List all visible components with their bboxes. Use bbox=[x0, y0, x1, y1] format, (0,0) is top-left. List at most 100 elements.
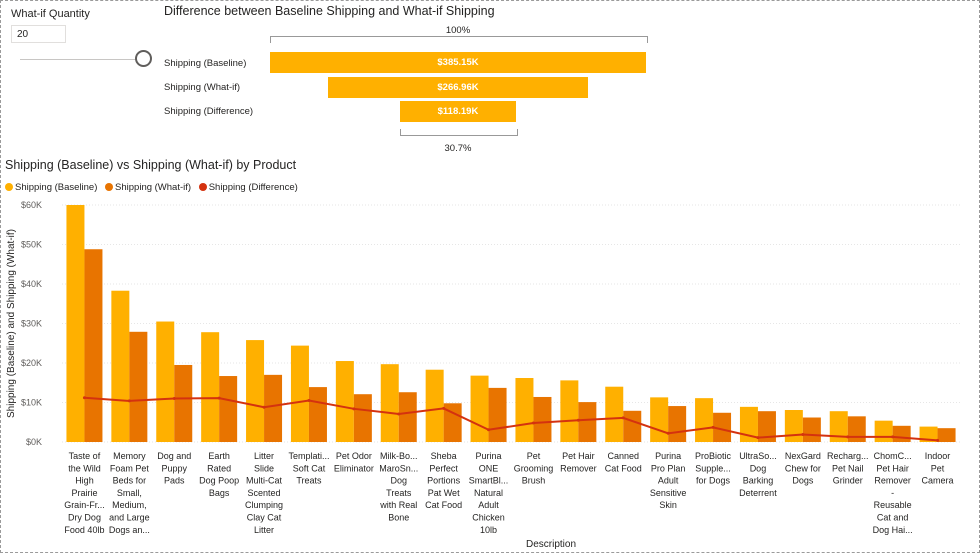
point-difference[interactable] bbox=[846, 435, 850, 439]
x-tick-label: Litter Slide Multi-Cat Scented Clumping Clay … bbox=[245, 451, 283, 535]
x-tick-label: NexGard Chew for Dogs bbox=[785, 451, 821, 486]
bar-baseline[interactable] bbox=[246, 340, 265, 442]
bar-baseline[interactable] bbox=[919, 426, 938, 442]
point-difference[interactable] bbox=[801, 432, 805, 436]
bar-whatif[interactable] bbox=[174, 364, 193, 442]
chart-title: Shipping (Baseline) vs Shipping (What-if… bbox=[5, 158, 297, 172]
point-difference[interactable] bbox=[666, 431, 670, 435]
bar-whatif[interactable] bbox=[533, 396, 552, 442]
legend-difference[interactable]: Shipping (Difference) bbox=[198, 182, 298, 193]
bar-whatif[interactable] bbox=[84, 249, 103, 442]
bar-whatif[interactable] bbox=[353, 394, 372, 442]
y-tick-label: $20K bbox=[21, 358, 42, 368]
funnel-bottom-bracket bbox=[400, 129, 518, 136]
bar-whatif[interactable] bbox=[398, 392, 417, 442]
bar-baseline[interactable] bbox=[425, 369, 444, 442]
bar-whatif[interactable] bbox=[219, 376, 238, 442]
point-difference[interactable] bbox=[172, 397, 176, 401]
point-difference[interactable] bbox=[262, 405, 266, 409]
funnel-label-whatif: Shipping (What-if) bbox=[164, 82, 241, 93]
bar-baseline[interactable] bbox=[874, 420, 893, 442]
x-tick-label: UltraSo... Dog Barking Deterrent bbox=[739, 451, 777, 498]
x-tick-label: Recharg... Pet Nail Grinder bbox=[827, 451, 869, 486]
legend-whatif[interactable]: Shipping (What-if) bbox=[105, 182, 191, 193]
point-difference[interactable] bbox=[621, 416, 625, 420]
point-difference[interactable] bbox=[442, 406, 446, 410]
whatif-slider-thumb[interactable] bbox=[135, 50, 152, 67]
funnel-label-difference: Shipping (Difference) bbox=[164, 106, 254, 117]
bar-baseline[interactable] bbox=[605, 386, 624, 442]
bar-whatif[interactable] bbox=[308, 387, 327, 442]
legend-baseline-marker bbox=[5, 183, 13, 191]
chart-legend: Shipping (Baseline) Shipping (What-if) S… bbox=[5, 182, 303, 193]
y-tick-label: $0K bbox=[26, 437, 42, 447]
bar-baseline[interactable] bbox=[66, 205, 85, 442]
bar-whatif[interactable] bbox=[129, 331, 148, 442]
point-difference[interactable] bbox=[891, 435, 895, 439]
bar-baseline[interactable] bbox=[560, 380, 579, 442]
point-difference[interactable] bbox=[576, 418, 580, 422]
bar-baseline[interactable] bbox=[650, 397, 669, 442]
legend-baseline[interactable]: Shipping (Baseline) bbox=[5, 182, 97, 193]
point-difference[interactable] bbox=[756, 436, 760, 440]
y-tick-label: $40K bbox=[21, 279, 42, 289]
x-tick-label: Pet Hair Remover bbox=[560, 451, 597, 473]
funnel-label-baseline: Shipping (Baseline) bbox=[164, 58, 247, 69]
point-difference[interactable] bbox=[936, 438, 940, 442]
point-difference[interactable] bbox=[531, 421, 535, 425]
x-tick-label: Canned Cat Food bbox=[605, 451, 642, 473]
point-difference[interactable] bbox=[397, 412, 401, 416]
bar-baseline[interactable] bbox=[380, 364, 399, 442]
y-tick-label: $50K bbox=[21, 240, 42, 250]
bar-baseline[interactable] bbox=[111, 290, 130, 442]
bar-baseline[interactable] bbox=[470, 375, 489, 442]
y-tick-label: $60K bbox=[21, 200, 42, 210]
funnel-bar-difference[interactable]: $118.19K bbox=[400, 101, 516, 122]
bar-whatif[interactable] bbox=[713, 412, 732, 442]
x-tick-label: Purina Pro Plan Adult Sensitive Skin bbox=[650, 451, 687, 510]
bar-baseline[interactable] bbox=[290, 345, 309, 442]
legend-baseline-label: Shipping (Baseline) bbox=[15, 182, 98, 193]
x-tick-label: ChomC... Pet Hair Remover -Reusable Cat and D… bbox=[873, 451, 913, 535]
funnel-top-percent: 100% bbox=[445, 25, 471, 36]
bar-whatif[interactable] bbox=[802, 417, 821, 442]
point-difference[interactable] bbox=[487, 428, 491, 432]
point-difference[interactable] bbox=[127, 399, 131, 403]
bar-whatif[interactable] bbox=[668, 406, 687, 442]
bar-whatif[interactable] bbox=[892, 425, 911, 442]
point-difference[interactable] bbox=[307, 399, 311, 403]
bar-whatif[interactable] bbox=[623, 410, 642, 442]
funnel-bar-baseline[interactable]: $385.15K bbox=[270, 52, 646, 73]
bar-baseline[interactable] bbox=[201, 332, 220, 442]
bar-baseline[interactable] bbox=[515, 378, 534, 442]
bar-whatif[interactable] bbox=[757, 411, 776, 442]
point-difference[interactable] bbox=[352, 407, 356, 411]
whatif-quantity-input[interactable]: 20 bbox=[11, 25, 66, 43]
bar-whatif[interactable] bbox=[578, 402, 597, 442]
y-tick-label: $10K bbox=[21, 398, 42, 408]
x-tick-label: Earth Rated Dog Poop Bags bbox=[199, 451, 239, 498]
legend-difference-marker bbox=[198, 183, 207, 191]
bar-whatif[interactable] bbox=[488, 387, 507, 442]
funnel-title: Difference between Baseline Shipping and… bbox=[164, 4, 495, 18]
point-difference[interactable] bbox=[711, 425, 715, 429]
bar-baseline[interactable] bbox=[739, 406, 758, 442]
funnel-top-bracket bbox=[270, 36, 648, 43]
bar-baseline[interactable] bbox=[335, 361, 354, 442]
x-tick-label: Memory Foam Pet Beds for Small, Medium, and L… bbox=[109, 451, 150, 535]
whatif-title: What-if Quantity bbox=[11, 8, 90, 20]
funnel-bar-whatif[interactable]: $266.96K bbox=[327, 77, 589, 98]
bar-whatif[interactable] bbox=[937, 428, 956, 442]
bar-baseline[interactable] bbox=[156, 321, 175, 442]
bar-baseline[interactable] bbox=[829, 411, 848, 442]
line-difference[interactable] bbox=[84, 396, 938, 442]
bar-whatif[interactable] bbox=[443, 403, 462, 442]
bar-whatif[interactable] bbox=[847, 416, 866, 442]
bar-baseline[interactable] bbox=[784, 410, 803, 442]
combo-chart: $0K $10K $20K $30K $40K $50K $60K Shipping (Bas… bbox=[6, 200, 960, 550]
point-difference[interactable] bbox=[217, 396, 221, 400]
whatif-slider-track[interactable] bbox=[20, 59, 140, 60]
bar-whatif[interactable] bbox=[264, 374, 283, 442]
bar-baseline[interactable] bbox=[695, 398, 714, 442]
point-difference[interactable] bbox=[82, 396, 86, 400]
